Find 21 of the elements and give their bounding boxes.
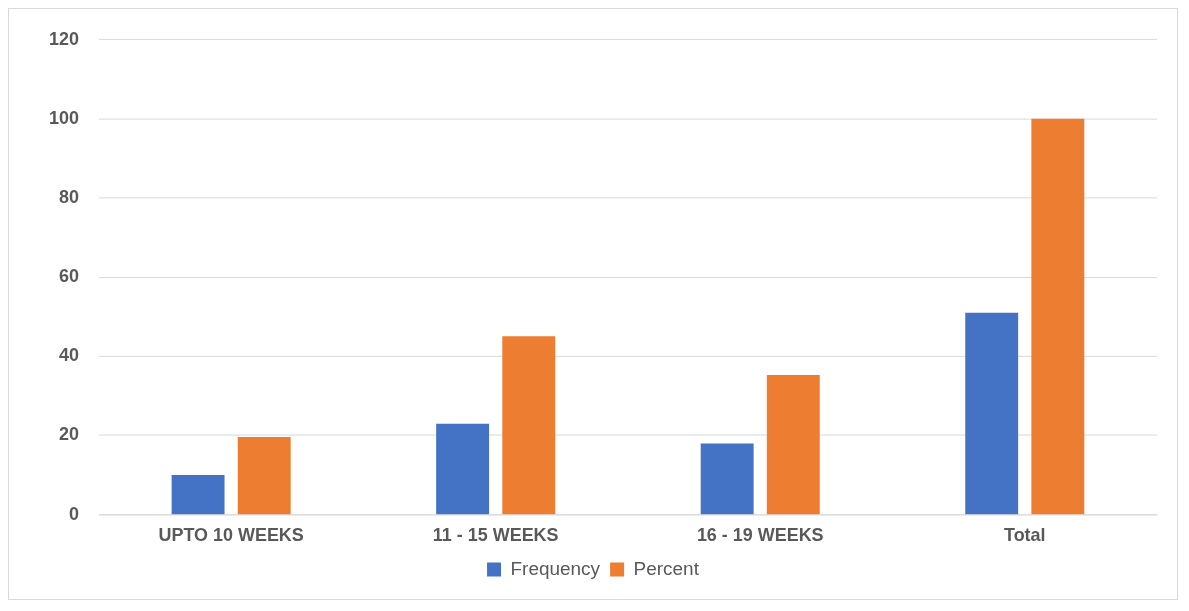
bar [965, 312, 1019, 515]
y-tick-label: 80 [58, 186, 79, 207]
y-tick-label: 20 [58, 424, 79, 445]
legend-label: Percent [633, 557, 700, 579]
x-tick-label: UPTO 10 WEEKS [158, 525, 304, 546]
x-tick-label: 16 - 19 WEEKS [696, 525, 824, 546]
y-tick-label: 60 [58, 266, 79, 287]
legend-label: Frequency [510, 557, 601, 579]
bar [502, 336, 556, 515]
bar [171, 475, 225, 515]
x-tick-label: Total [1003, 525, 1046, 546]
y-tick-label: 0 [68, 503, 79, 524]
y-tick-label: 100 [48, 107, 79, 128]
bar [237, 437, 291, 515]
bar [766, 374, 820, 515]
y-tick-label: 120 [48, 28, 79, 49]
bar [436, 423, 490, 515]
y-tick-label: 40 [58, 345, 79, 366]
x-tick-label: 11 - 15 WEEKS [432, 525, 559, 546]
bar [1031, 118, 1085, 515]
bar [700, 443, 754, 515]
